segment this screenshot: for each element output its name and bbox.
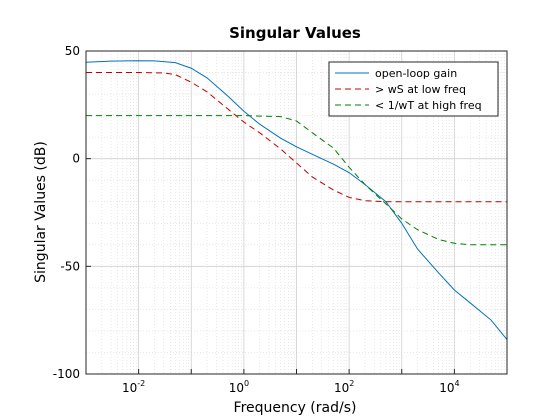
x-axis-label: Frequency (rad/s) (234, 400, 357, 416)
series-line-2 (86, 115, 507, 246)
legend-label-2: < 1/wT at high freq (375, 99, 482, 112)
y-tick-label: -100 (53, 367, 80, 381)
series-layer (85, 60, 508, 340)
chart-title: Singular Values (229, 24, 361, 42)
legend-label-0: open-loop gain (375, 67, 457, 80)
x-axis-ticks: 10-2 100 102 104 (85, 369, 508, 395)
legend-label-1: > wS at low freq (375, 83, 466, 96)
y-axis-ticks: 50 0 -50 -100 (53, 44, 91, 381)
series-line-1 (86, 72, 507, 203)
x-tick-label: 102 (334, 379, 354, 395)
series-line-0 (85, 60, 508, 340)
y-axis-label: Singular Values (dB) (33, 141, 49, 283)
y-tick-label: -50 (60, 259, 80, 273)
x-tick-label: 104 (439, 379, 459, 395)
x-tick-label: 10-2 (122, 379, 145, 395)
y-tick-label: 50 (65, 44, 80, 58)
y-tick-label: 0 (72, 152, 80, 166)
legend: open-loop gain > wS at low freq < 1/wT at … (328, 61, 499, 117)
x-tick-label: 100 (229, 379, 249, 395)
